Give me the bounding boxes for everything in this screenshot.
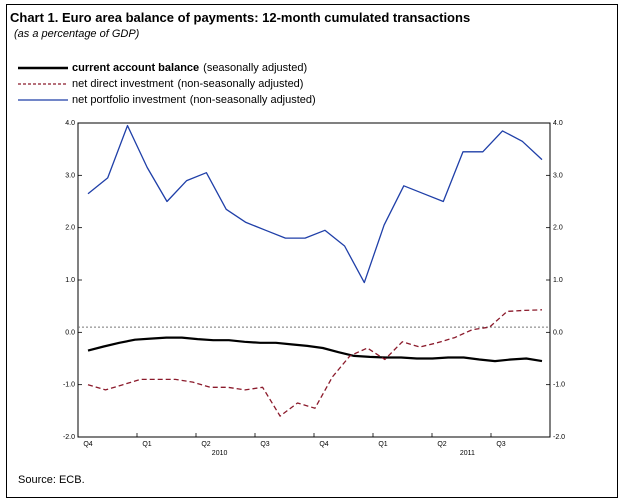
y-tick-label-left: 1.0 (65, 277, 75, 284)
y-tick-label-left: -1.0 (63, 382, 75, 389)
x-tick-label: Q1 (378, 441, 387, 448)
chart-subtitle: (as a percentage of GDP) (14, 28, 140, 40)
x-tick-label: Q4 (83, 441, 92, 448)
x-year-label: 2010 (212, 450, 228, 457)
x-tick-label: Q1 (142, 441, 151, 448)
legend-swatch-portfolio-investment (18, 99, 68, 101)
legend-item-current-account: current account balance (seasonally adju… (18, 60, 316, 76)
y-tick-label-left: 3.0 (65, 172, 75, 179)
legend-swatch-current-account (18, 66, 68, 70)
y-tick-label-right: 4.0 (553, 120, 563, 127)
y-tick-label-right: 2.0 (553, 225, 563, 232)
legend-note-current-account: (seasonally adjusted) (203, 62, 308, 74)
y-tick-label-right: 3.0 (553, 172, 563, 179)
chart-frame (6, 4, 618, 498)
chart-title: Chart 1. Euro area balance of payments: … (10, 10, 471, 25)
series-portfolio-investment-line (87, 124, 543, 284)
legend-item-portfolio-investment: net portfolio investment (non-seasonally… (18, 92, 316, 108)
x-tick-label: Q2 (437, 441, 446, 448)
x-tick-label: Q3 (496, 441, 505, 448)
source-note: Source: ECB. (18, 474, 85, 486)
legend-note-direct-investment: (non-seasonally adjusted) (177, 78, 304, 90)
series-current-account-line (87, 336, 543, 363)
legend-item-direct-investment: net direct investment (non-seasonally ad… (18, 76, 316, 92)
legend-label-current-account: current account balance (72, 62, 200, 74)
x-tick-label: Q3 (260, 441, 269, 448)
legend-label-direct-investment: net direct investment (72, 78, 174, 90)
legend: current account balance (seasonally adju… (18, 60, 316, 108)
x-year-label: 2011 (460, 450, 475, 457)
legend-label-portfolio-investment: net portfolio investment (72, 94, 186, 106)
y-tick-label-left: -2.0 (63, 434, 75, 441)
legend-swatch-direct-investment (18, 83, 68, 85)
y-tick-label-right: 0.0 (553, 329, 563, 336)
x-tick-label: Q4 (319, 441, 328, 448)
y-tick-label-right: -2.0 (553, 434, 565, 441)
y-tick-label-left: 0.0 (65, 329, 75, 336)
x-tick-label: Q2 (201, 441, 210, 448)
legend-note-portfolio-investment: (non-seasonally adjusted) (189, 94, 316, 106)
y-tick-label-right: 1.0 (553, 277, 563, 284)
y-tick-label-left: 4.0 (65, 120, 75, 127)
y-tick-label-left: 2.0 (65, 225, 75, 232)
series-direct-investment-line (87, 309, 543, 417)
y-tick-label-right: -1.0 (553, 382, 565, 389)
